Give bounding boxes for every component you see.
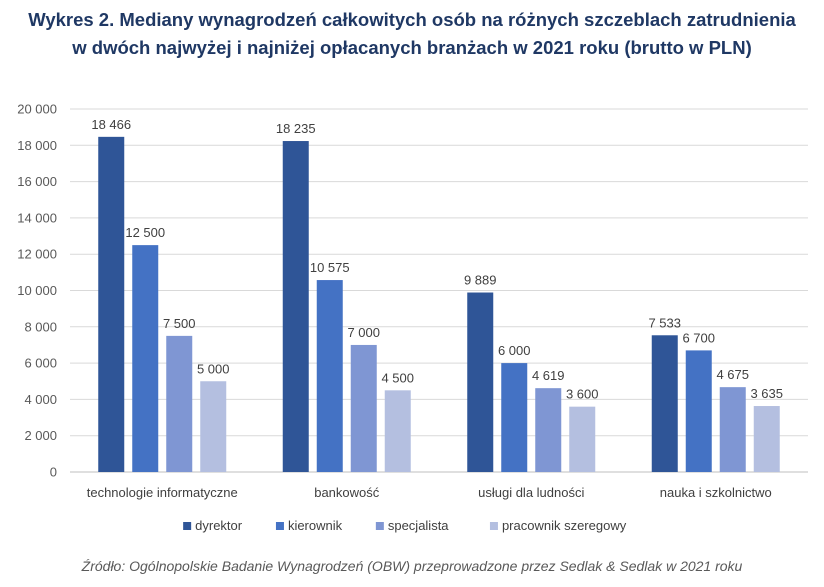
data-label: 7 000 bbox=[347, 325, 380, 340]
gridlines bbox=[70, 108, 808, 473]
bar-dyrektor-4 bbox=[651, 335, 678, 472]
data-label: 4 675 bbox=[716, 367, 749, 382]
y-tick-label: 18 000 bbox=[17, 138, 57, 153]
bar-specjalista-4 bbox=[719, 387, 746, 472]
y-axis-ticks: 0 2 000 4 000 6 000 8 000 10 000 12 000 14 000 1… bbox=[17, 102, 57, 480]
bar-kierownik-4 bbox=[685, 350, 712, 472]
legend-label: dyrektor bbox=[195, 518, 243, 533]
data-label: 12 500 bbox=[125, 225, 165, 240]
data-label: 4 619 bbox=[532, 368, 565, 383]
y-tick-label: 14 000 bbox=[17, 210, 57, 225]
bar-specjalista-2 bbox=[350, 344, 377, 472]
legend-swatch bbox=[489, 522, 498, 530]
bars bbox=[98, 136, 780, 473]
chart-title-line-1: Wykres 2. Mediany wynagrodzeń całkowityc… bbox=[28, 9, 796, 30]
data-label: 6 700 bbox=[682, 330, 715, 345]
bar-kierownik-1 bbox=[132, 245, 159, 472]
bar-dyrektor-1 bbox=[98, 136, 125, 472]
legend-label: specjalista bbox=[388, 518, 449, 533]
bar-specjalista-1 bbox=[166, 335, 193, 472]
data-label: 7 500 bbox=[163, 316, 196, 331]
category-label: nauka i szkolnictwo bbox=[660, 485, 772, 500]
legend-label: kierownik bbox=[288, 518, 343, 533]
category-labels: technologie informatyczne bankowość usługi… bbox=[87, 485, 772, 500]
bar-pracownik-szeregowy-4 bbox=[753, 406, 780, 472]
data-label: 9 889 bbox=[464, 273, 497, 288]
chart-title: Wykres 2. Mediany wynagrodzeń całkowityc… bbox=[0, 6, 824, 62]
data-label: 5 000 bbox=[197, 361, 230, 376]
bar-pracownik-szeregowy-3 bbox=[569, 406, 596, 472]
y-tick-label: 8 000 bbox=[24, 319, 57, 334]
data-label: 4 500 bbox=[381, 370, 414, 385]
data-label: 3 600 bbox=[566, 387, 599, 402]
y-tick-label: 20 000 bbox=[17, 102, 57, 117]
chart-title-line-2: w dwóch najwyżej i najniżej opłacanych b… bbox=[72, 37, 752, 58]
bar-pracownik-szeregowy-1 bbox=[200, 381, 227, 472]
category-label: bankowość bbox=[314, 485, 380, 500]
bar-dyrektor-3 bbox=[467, 292, 494, 472]
y-tick-label: 2 000 bbox=[24, 428, 57, 443]
category-label: usługi dla ludności bbox=[478, 485, 584, 500]
data-label: 10 575 bbox=[310, 260, 350, 275]
legend-swatch bbox=[183, 522, 192, 530]
y-tick-label: 16 000 bbox=[17, 174, 57, 189]
y-tick-label: 6 000 bbox=[24, 356, 57, 371]
bar-dyrektor-2 bbox=[282, 141, 309, 473]
source-note: Źródło: Ogólnopolskie Badanie Wynagrodze… bbox=[81, 558, 743, 574]
data-label: 18 235 bbox=[276, 121, 316, 136]
legend: dyrektor kierownik specjalista pracownik sz… bbox=[183, 518, 627, 533]
legend-swatch bbox=[375, 522, 384, 530]
data-labels: 18 466 12 500 7 500 5 000 18 235 10 575 7 000 4… bbox=[91, 117, 783, 402]
legend-swatch bbox=[275, 522, 284, 530]
legend-label: pracownik szeregowy bbox=[502, 518, 627, 533]
y-tick-label: 10 000 bbox=[17, 283, 57, 298]
data-label: 6 000 bbox=[498, 343, 531, 358]
bar-pracownik-szeregowy-2 bbox=[384, 390, 411, 472]
category-label: technologie informatyczne bbox=[87, 485, 238, 500]
data-label: 7 533 bbox=[648, 315, 681, 330]
data-label: 18 466 bbox=[91, 117, 131, 132]
y-tick-label: 4 000 bbox=[24, 392, 57, 407]
data-label: 3 635 bbox=[750, 386, 783, 401]
bar-kierownik-3 bbox=[501, 363, 528, 472]
bar-specjalista-3 bbox=[535, 388, 562, 472]
y-tick-label: 0 bbox=[50, 465, 57, 480]
y-tick-label: 12 000 bbox=[17, 247, 57, 262]
bar-kierownik-2 bbox=[316, 280, 343, 472]
